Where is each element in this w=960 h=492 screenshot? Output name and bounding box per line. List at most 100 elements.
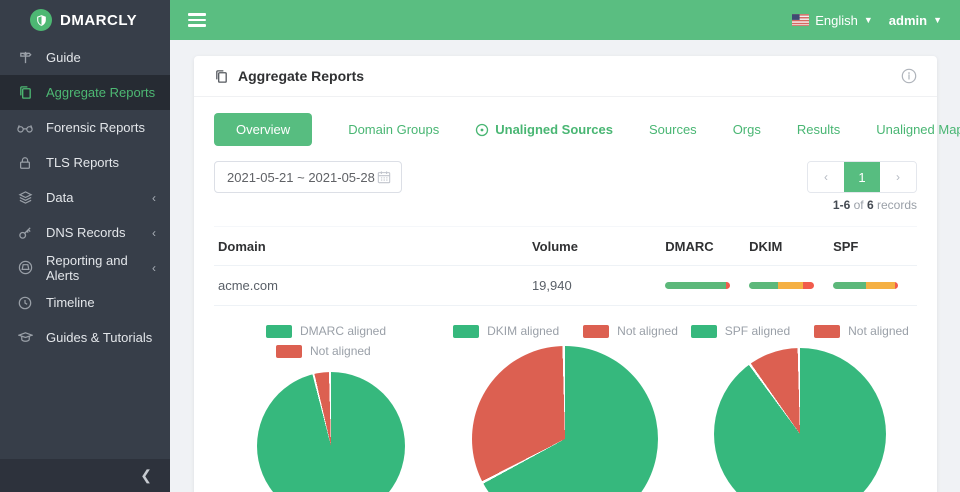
graduation-cap-icon <box>17 330 33 346</box>
filter-row: 2021-05-21 ~ 2021-05-28 ‹ 1 › 1-6 <box>214 161 917 212</box>
topbar: English ▼ admin ▼ <box>170 0 960 40</box>
signpost-icon <box>17 50 33 66</box>
page-1-button[interactable]: 1 <box>844 162 880 192</box>
aggregate-reports-card: Aggregate Reports Overview Domain Groups… <box>194 56 960 492</box>
column-header-volume: Volume <box>531 238 578 254</box>
records-summary: 1-6 of 6 records <box>832 198 917 212</box>
sidebar-item-data[interactable]: Data ‹ <box>0 180 170 215</box>
sidebar-item-label: Guide <box>46 50 81 65</box>
column-header-dkim: DKIM <box>749 238 783 254</box>
sidebar-nav: Guide Aggregate Reports Forensic Reports… <box>0 40 170 355</box>
sidebar-item-label: Guides & Tutorials <box>46 330 153 345</box>
dmarc-progress-bar <box>665 282 731 289</box>
hamburger-menu-icon[interactable] <box>188 13 206 27</box>
tab-overview[interactable]: Overview <box>214 113 313 146</box>
prev-page-button[interactable]: ‹ <box>808 162 844 192</box>
content-area: Aggregate Reports Overview Domain Groups… <box>170 40 960 492</box>
spf-legend: SPF aligned Not aligned <box>690 324 909 338</box>
domain-cell: acme.com <box>218 278 278 293</box>
username-label: admin <box>888 12 928 28</box>
records-range: 1-6 <box>832 198 851 212</box>
legend-swatch <box>583 324 610 338</box>
us-flag-icon <box>792 14 810 26</box>
caret-down-icon: ▼ <box>863 15 873 25</box>
sidebar-item-reporting-and-alerts[interactable]: Reporting and Alerts ‹ <box>0 250 170 285</box>
sidebar-collapse-button[interactable]: ❮ <box>0 459 170 492</box>
spf-pie[interactable] <box>713 348 886 492</box>
column-header-dmarc: DMARC <box>665 238 714 254</box>
sidebar-item-label: TLS Reports <box>46 155 119 170</box>
dmarc-pie[interactable] <box>257 372 406 492</box>
chevron-left-icon: ‹ <box>152 260 156 275</box>
tab-domain-groups[interactable]: Domain Groups <box>348 122 440 137</box>
user-menu[interactable]: admin ▼ <box>889 13 942 28</box>
dkim-progress-bar <box>749 282 815 289</box>
layers-icon <box>17 190 33 206</box>
brand-logo[interactable]: DMARCLY <box>0 0 170 40</box>
table-row[interactable]: acme.com 19,940 <box>214 266 917 306</box>
legend-swatch <box>453 324 480 338</box>
tab-unaligned-map[interactable]: Unaligned Map <box>876 122 960 137</box>
chevron-left-icon: ‹ <box>152 225 156 240</box>
sidebar-item-tls-reports[interactable]: TLS Reports <box>0 145 170 180</box>
sidebar-item-timeline[interactable]: Timeline <box>0 285 170 320</box>
sidebar-item-guide[interactable]: Guide <box>0 40 170 75</box>
clock-icon <box>17 295 33 311</box>
legend-item-dkim-aligned[interactable]: DKIM aligned <box>453 324 559 338</box>
tab-label: Unaligned Sources <box>495 122 613 137</box>
domains-table: Domain Volume DMARC DKIM SPF acme.com 19… <box>214 226 917 306</box>
legend-item-not-aligned[interactable]: Not aligned <box>583 324 678 338</box>
table-header-row: Domain Volume DMARC DKIM SPF <box>214 226 917 266</box>
sidebar-spacer <box>0 355 170 459</box>
pager: ‹ 1 › <box>807 161 917 193</box>
legend-item-dmarc-aligned[interactable]: DMARC aligned <box>266 324 386 338</box>
sidebar-item-label: Aggregate Reports <box>46 85 156 100</box>
date-range-input[interactable]: 2021-05-21 ~ 2021-05-28 <box>214 161 402 193</box>
sidebar-item-guides-tutorials[interactable]: Guides & Tutorials <box>0 320 170 355</box>
column-header-spf: SPF <box>833 238 859 254</box>
mail-alert-icon <box>17 260 33 276</box>
sidebar-item-forensic-reports[interactable]: Forensic Reports <box>0 110 170 145</box>
sidebar-item-label: Forensic Reports <box>46 120 145 135</box>
glasses-icon <box>17 120 33 136</box>
pages-icon <box>216 69 227 83</box>
report-tabs: Overview Domain Groups Unaligned Sources… <box>214 113 960 146</box>
records-total: 6 <box>866 198 874 212</box>
dkim-pie[interactable] <box>472 346 659 492</box>
info-icon[interactable] <box>901 68 917 84</box>
sidebar-item-dns-records[interactable]: DNS Records ‹ <box>0 215 170 250</box>
key-icon <box>17 225 33 241</box>
sidebar-item-label: DNS Records <box>46 225 126 240</box>
calendar-icon <box>377 171 391 184</box>
next-page-button[interactable]: › <box>880 162 916 192</box>
legend-item-not-aligned[interactable]: Not aligned <box>276 344 386 358</box>
sidebar-item-label: Reporting and Alerts <box>46 252 128 283</box>
tab-results[interactable]: Results <box>796 122 841 137</box>
dmarc-pie-chart: DMARC aligned Not aligned <box>214 324 448 492</box>
column-header-domain: Domain <box>218 238 266 254</box>
tab-unaligned-sources[interactable]: Unaligned Sources <box>475 122 613 137</box>
collapse-left-icon: ❮ <box>140 467 152 483</box>
dkim-legend: DKIM aligned Not aligned <box>453 324 678 338</box>
language-selector[interactable]: English ▼ <box>792 13 873 28</box>
alignment-charts: DMARC aligned Not aligned <box>214 324 917 492</box>
card-header: Aggregate Reports <box>194 56 937 97</box>
sidebar-item-label: Timeline <box>46 295 95 310</box>
main-area: English ▼ admin ▼ Aggregate Reports <box>170 0 960 492</box>
tab-sources[interactable]: Sources <box>648 122 697 137</box>
legend-item-not-aligned[interactable]: Not aligned <box>814 324 909 338</box>
dkim-pie-chart: DKIM aligned Not aligned <box>448 324 682 492</box>
sidebar-item-aggregate-reports[interactable]: Aggregate Reports <box>0 75 170 110</box>
legend-swatch <box>814 324 841 338</box>
language-label: English <box>815 12 858 28</box>
dmarc-legend: DMARC aligned Not aligned <box>214 324 386 358</box>
tab-orgs[interactable]: Orgs <box>732 122 761 137</box>
chevron-left-icon: ‹ <box>152 190 156 205</box>
circle-dot-icon <box>476 123 489 136</box>
legend-swatch <box>276 344 302 358</box>
sidebar-item-label: Data <box>46 190 74 205</box>
page-title: Aggregate Reports <box>238 68 365 84</box>
sidebar: DMARCLY Guide Aggregate Reports Forensic… <box>0 0 170 492</box>
legend-item-spf-aligned[interactable]: SPF aligned <box>690 324 790 338</box>
